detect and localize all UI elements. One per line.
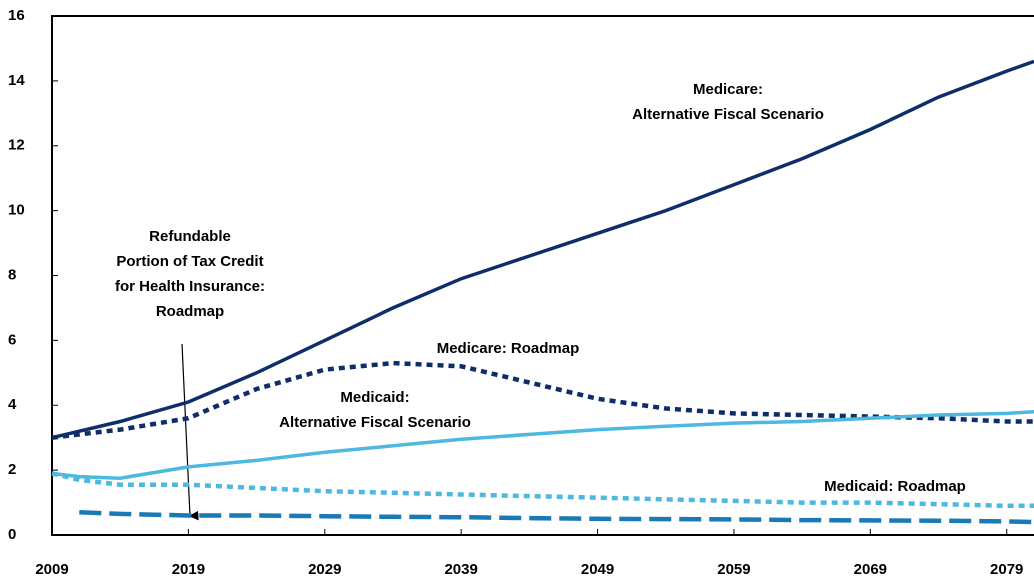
y-tick-label: 2 — [8, 461, 16, 478]
series-line — [79, 510, 1034, 525]
x-tick-label: 2079 — [990, 561, 1023, 578]
series-line — [51, 409, 1034, 480]
y-tick-label: 14 — [8, 72, 25, 89]
x-tick-label: 2009 — [35, 561, 68, 578]
x-tick-label: 2049 — [581, 561, 614, 578]
y-tick-label: 6 — [8, 331, 16, 348]
series-annotation: Medicare: — [693, 81, 763, 98]
x-tick-label: 2019 — [172, 561, 205, 578]
series-annotation: Medicare: Roadmap — [437, 340, 580, 357]
series-annotation: Alternative Fiscal Scenario — [632, 106, 824, 123]
y-tick-label: 16 — [8, 7, 25, 24]
x-tick-label: 2069 — [854, 561, 887, 578]
y-tick-label: 10 — [8, 202, 25, 219]
series-annotation: Alternative Fiscal Scenario — [279, 414, 471, 431]
y-tick-label: 8 — [8, 266, 16, 283]
annotation-arrow — [181, 343, 199, 521]
x-tick-label: 2039 — [444, 561, 477, 578]
x-tick-label: 2029 — [308, 561, 341, 578]
x-tick-label: 2059 — [717, 561, 750, 578]
plot-frame — [51, 15, 1034, 536]
series-line — [51, 471, 1034, 509]
series-annotation: Medicaid: — [340, 389, 409, 406]
series-annotation: Roadmap — [156, 303, 224, 320]
series-annotation: Medicaid: Roadmap — [824, 478, 966, 495]
series-line — [51, 59, 1034, 440]
y-tick-label: 4 — [8, 396, 17, 413]
y-tick-label: 0 — [8, 526, 16, 543]
series-annotation: Refundable — [149, 228, 231, 245]
y-tick-label: 12 — [8, 137, 25, 154]
series-line — [51, 360, 1034, 440]
series-annotation: Portion of Tax Credit — [116, 253, 263, 270]
series-annotation: for Health Insurance: — [115, 278, 265, 295]
